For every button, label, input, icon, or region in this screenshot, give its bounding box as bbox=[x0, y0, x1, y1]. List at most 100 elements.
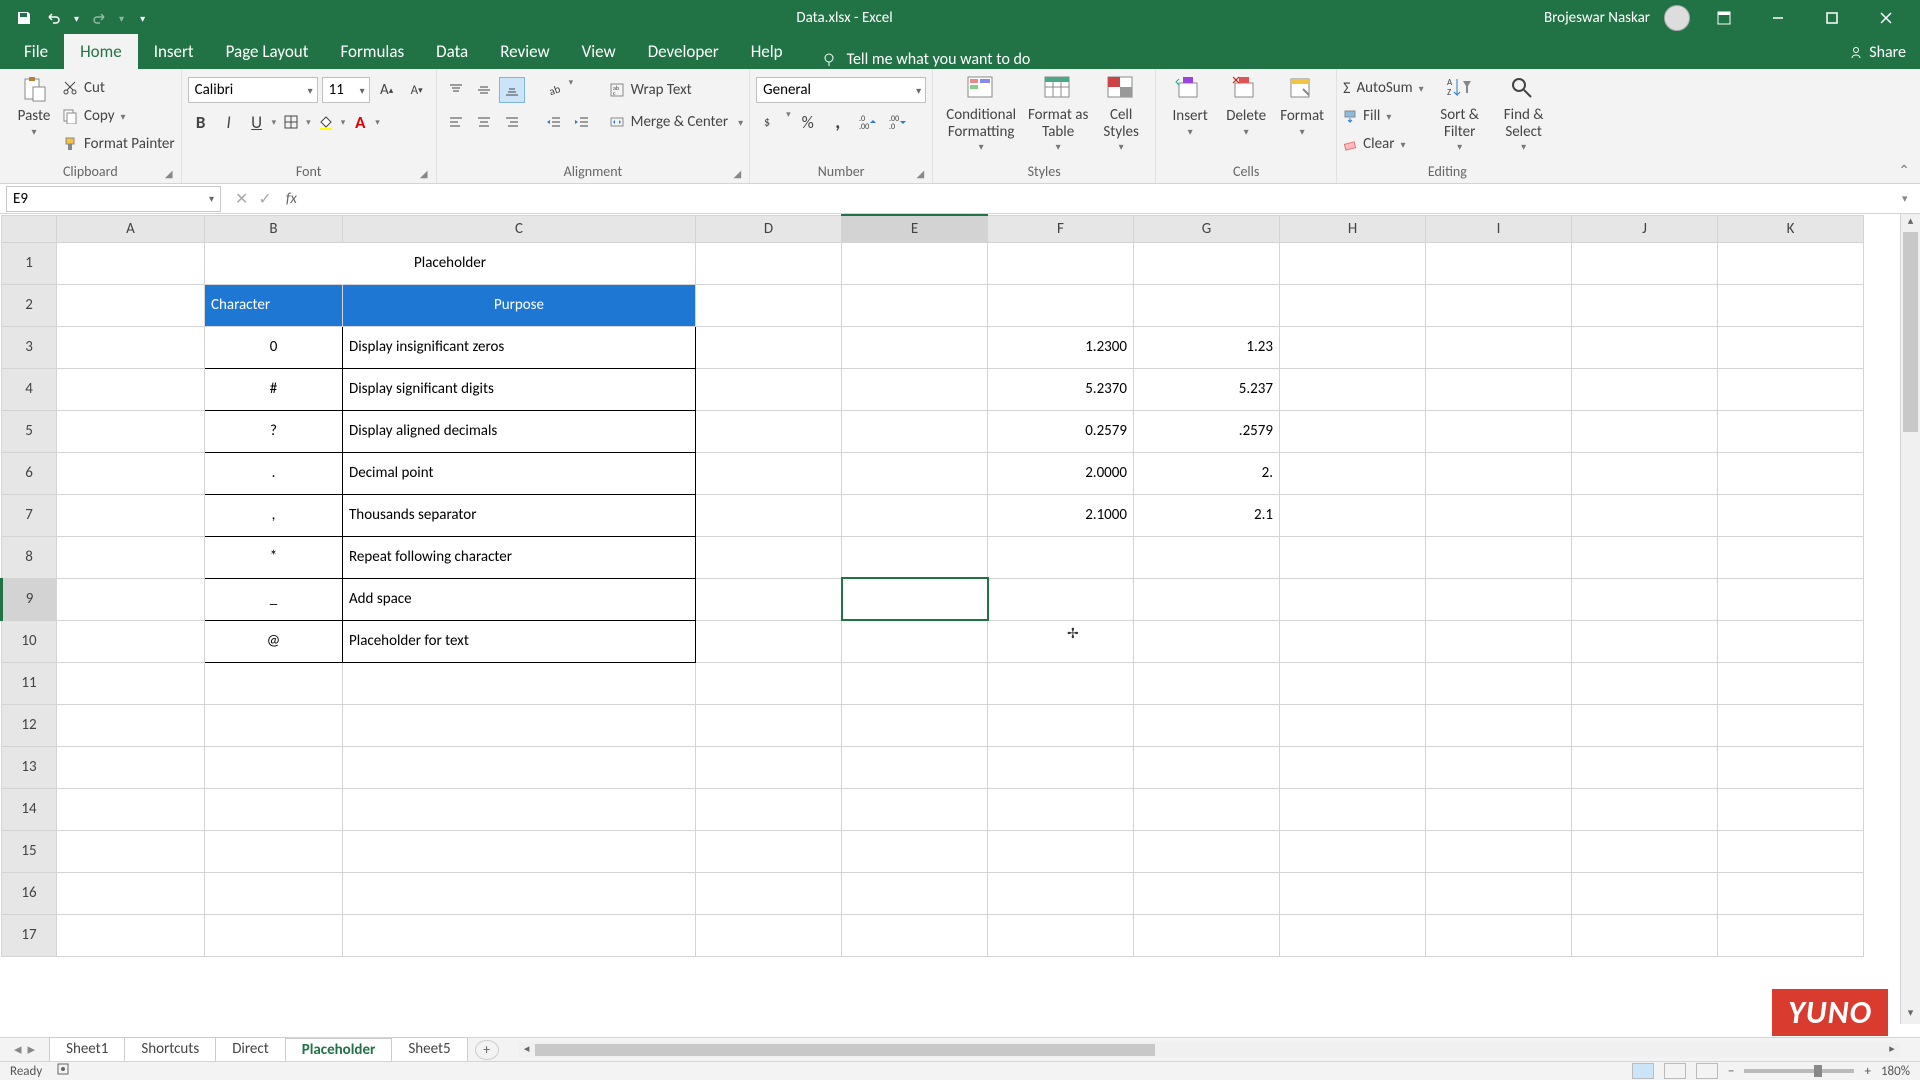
fill-button[interactable]: Fill▾ bbox=[1343, 103, 1423, 129]
sheet-nav-first-icon[interactable]: ◂ bbox=[14, 1040, 22, 1059]
zoom-in-icon[interactable]: + bbox=[1864, 1064, 1870, 1079]
cell-E13[interactable] bbox=[842, 746, 988, 788]
row-header-16[interactable]: 16 bbox=[2, 872, 57, 914]
cell-A16[interactable] bbox=[57, 872, 205, 914]
format-cells-button[interactable]: Format▾ bbox=[1274, 73, 1330, 138]
cell-K11[interactable] bbox=[1718, 662, 1864, 704]
cell-K4[interactable] bbox=[1718, 368, 1864, 410]
row-header-15[interactable]: 15 bbox=[2, 830, 57, 872]
cell-H12[interactable] bbox=[1280, 704, 1426, 746]
cell-A9[interactable] bbox=[57, 578, 205, 620]
row-header-2[interactable]: 2 bbox=[2, 284, 57, 326]
cell-I8[interactable] bbox=[1426, 536, 1572, 578]
cell-C14[interactable] bbox=[343, 788, 696, 830]
cell-G2[interactable] bbox=[1134, 284, 1280, 326]
cell-F3[interactable]: 1.2300 bbox=[988, 326, 1134, 368]
cell-K15[interactable] bbox=[1718, 830, 1864, 872]
normal-view-icon[interactable] bbox=[1632, 1063, 1654, 1079]
cell-D13[interactable] bbox=[696, 746, 842, 788]
cell-H6[interactable] bbox=[1280, 452, 1426, 494]
cell-A7[interactable] bbox=[57, 494, 205, 536]
cell-F9[interactable] bbox=[988, 578, 1134, 620]
format-as-table-button[interactable]: Format as Table▾ bbox=[1023, 73, 1093, 153]
italic-button[interactable]: I bbox=[216, 109, 242, 135]
cell-H15[interactable] bbox=[1280, 830, 1426, 872]
cancel-formula-icon[interactable]: ✕ bbox=[235, 189, 248, 209]
cell-G1[interactable] bbox=[1134, 242, 1280, 284]
cell-styles-button[interactable]: Cell Styles▾ bbox=[1093, 73, 1149, 153]
cell-E5[interactable] bbox=[842, 410, 988, 452]
cell-B7[interactable]: , bbox=[205, 494, 343, 536]
cell-G3[interactable]: 1.23 bbox=[1134, 326, 1280, 368]
cell-I15[interactable] bbox=[1426, 830, 1572, 872]
name-box[interactable]: E9▾ bbox=[6, 186, 221, 212]
sheet-tab-placeholder[interactable]: Placeholder bbox=[285, 1038, 393, 1063]
cell-J6[interactable] bbox=[1572, 452, 1718, 494]
cell-C5[interactable]: Display aligned decimals bbox=[343, 410, 696, 452]
cell-E1[interactable] bbox=[842, 242, 988, 284]
cell-H1[interactable] bbox=[1280, 242, 1426, 284]
fx-icon[interactable]: fx bbox=[282, 190, 307, 208]
cell-G16[interactable] bbox=[1134, 872, 1280, 914]
wrap-text-button[interactable]: abcWrap Text bbox=[609, 77, 744, 103]
cell-K7[interactable] bbox=[1718, 494, 1864, 536]
cell-K6[interactable] bbox=[1718, 452, 1864, 494]
cell-J10[interactable] bbox=[1572, 620, 1718, 662]
cell-F17[interactable] bbox=[988, 914, 1134, 956]
cell-F6[interactable]: 2.0000 bbox=[988, 452, 1134, 494]
cell-I10[interactable] bbox=[1426, 620, 1572, 662]
cell-D11[interactable] bbox=[696, 662, 842, 704]
cell-C8[interactable]: Repeat following character bbox=[343, 536, 696, 578]
cell-E15[interactable] bbox=[842, 830, 988, 872]
cut-button[interactable]: Cut bbox=[62, 75, 175, 101]
zoom-out-icon[interactable]: − bbox=[1728, 1064, 1734, 1079]
cell-C2[interactable]: Purpose bbox=[343, 284, 696, 326]
cell-H10[interactable] bbox=[1280, 620, 1426, 662]
cell-D8[interactable] bbox=[696, 536, 842, 578]
row-header-5[interactable]: 5 bbox=[2, 410, 57, 452]
cell-D5[interactable] bbox=[696, 410, 842, 452]
cell-D6[interactable] bbox=[696, 452, 842, 494]
cell-B14[interactable] bbox=[205, 788, 343, 830]
sheet-tab-direct[interactable]: Direct bbox=[215, 1037, 286, 1062]
cell-I2[interactable] bbox=[1426, 284, 1572, 326]
insert-cells-button[interactable]: Insert▾ bbox=[1162, 73, 1218, 138]
col-header-A[interactable]: A bbox=[57, 215, 205, 242]
cell-E6[interactable] bbox=[842, 452, 988, 494]
cell-I9[interactable] bbox=[1426, 578, 1572, 620]
clear-button[interactable]: Clear▾ bbox=[1343, 131, 1423, 157]
cell-A10[interactable] bbox=[57, 620, 205, 662]
cell-I14[interactable] bbox=[1426, 788, 1572, 830]
cell-H5[interactable] bbox=[1280, 410, 1426, 452]
cell-A15[interactable] bbox=[57, 830, 205, 872]
format-painter-button[interactable]: Format Painter bbox=[62, 131, 175, 157]
cell-I6[interactable] bbox=[1426, 452, 1572, 494]
cell-J3[interactable] bbox=[1572, 326, 1718, 368]
cell-F14[interactable] bbox=[988, 788, 1134, 830]
align-center-icon[interactable] bbox=[471, 109, 497, 135]
dialog-launcher-icon[interactable]: ◢ bbox=[916, 167, 924, 180]
sheet-tab-shortcuts[interactable]: Shortcuts bbox=[124, 1037, 216, 1062]
cell-G17[interactable] bbox=[1134, 914, 1280, 956]
cell-E8[interactable] bbox=[842, 536, 988, 578]
cell-E2[interactable] bbox=[842, 284, 988, 326]
cell-G10[interactable] bbox=[1134, 620, 1280, 662]
sheet-tab-sheet5[interactable]: Sheet5 bbox=[391, 1037, 467, 1062]
cell-G14[interactable] bbox=[1134, 788, 1280, 830]
dialog-launcher-icon[interactable]: ◢ bbox=[165, 167, 173, 180]
cell-E14[interactable] bbox=[842, 788, 988, 830]
close-button[interactable] bbox=[1866, 0, 1906, 36]
cell-F10[interactable] bbox=[988, 620, 1134, 662]
cell-G9[interactable] bbox=[1134, 578, 1280, 620]
decrease-decimal-icon[interactable]: .00.0 bbox=[885, 109, 911, 135]
cell-B17[interactable] bbox=[205, 914, 343, 956]
merge-center-button[interactable]: Merge & Center▾ bbox=[609, 109, 744, 135]
col-header-J[interactable]: J bbox=[1572, 215, 1718, 242]
collapse-ribbon-icon[interactable]: ⌃ bbox=[1898, 162, 1910, 179]
dialog-launcher-icon[interactable]: ◢ bbox=[420, 167, 428, 180]
cell-J13[interactable] bbox=[1572, 746, 1718, 788]
cell-J12[interactable] bbox=[1572, 704, 1718, 746]
cell-I5[interactable] bbox=[1426, 410, 1572, 452]
cell-J5[interactable] bbox=[1572, 410, 1718, 452]
undo-icon[interactable] bbox=[44, 8, 64, 28]
